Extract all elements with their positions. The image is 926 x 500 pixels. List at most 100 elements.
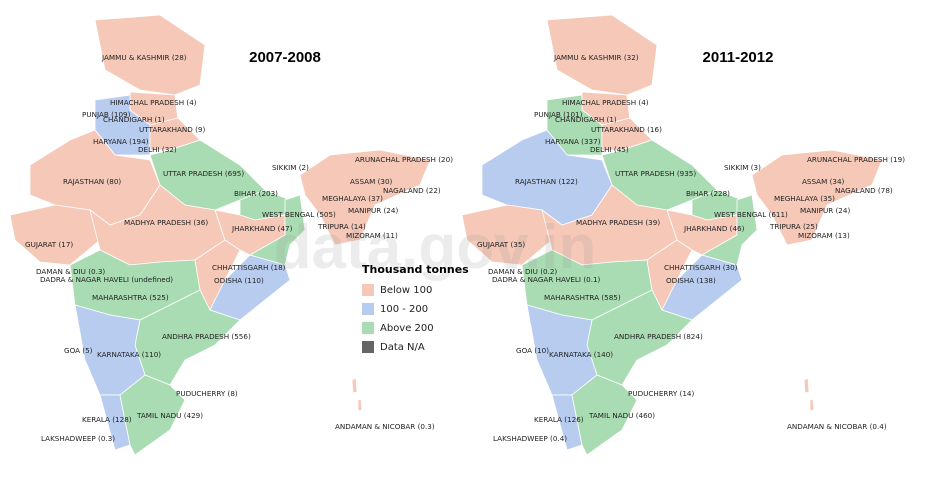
- region-label: LAKSHADWEEP (0.3): [41, 434, 115, 443]
- region-label: JHARKHAND (46): [683, 224, 745, 233]
- region: [119, 374, 186, 456]
- region-label: SIKKIM (3): [724, 163, 761, 172]
- region-label: ANDAMAN & NICOBAR (0.3): [335, 422, 435, 431]
- region: [571, 374, 638, 456]
- region-label: JAMMU & KASHMIR (32): [553, 53, 639, 62]
- region-label: CHHATTISGARH (30): [664, 263, 738, 272]
- region-label: DELHI (32): [138, 145, 177, 154]
- region-label: PUDUCHERRY (8): [176, 389, 238, 398]
- region: [351, 377, 358, 394]
- region-label: MIZORAM (11): [346, 231, 398, 240]
- region-label: JHARKHAND (47): [231, 224, 293, 233]
- region-label: KARNATAKA (140): [549, 350, 613, 359]
- region-label: HIMACHAL PRADESH (4): [562, 98, 649, 107]
- map-labels: 2011-2012 JAMMU & KASHMIR (32) HIMACHAL PR…: [477, 49, 905, 443]
- watermark: data.gov.in: [274, 213, 597, 282]
- region-label: UTTAR PRADESH (935): [615, 169, 696, 178]
- region: [546, 14, 658, 96]
- region-label: UTTAR PRADESH (695): [163, 169, 244, 178]
- map-labels: 2007-2008 JAMMU & KASHMIR (28) HIMACHAL PR…: [25, 49, 453, 443]
- region-label: TRIPURA (14): [317, 222, 366, 231]
- region-label: ODISHA (138): [666, 276, 716, 285]
- region-label: ASSAM (34): [802, 177, 845, 186]
- legend-swatch: [362, 322, 374, 334]
- legend-label: 100 - 200: [380, 304, 428, 315]
- region: [248, 194, 306, 266]
- map-title: 2011-2012: [703, 49, 774, 66]
- region-label: WEST BENGAL (611): [714, 210, 788, 219]
- region-label: ARUNACHAL PRADESH (19): [807, 155, 905, 164]
- region-label: HARYANA (194): [93, 137, 149, 146]
- region: [9, 204, 101, 266]
- region-label: MANIPUR (24): [348, 206, 398, 215]
- region-label: ODISHA (110): [214, 276, 264, 285]
- region-label: HARYANA (337): [545, 137, 601, 146]
- region-label: HIMACHAL PRADESH (4): [110, 98, 197, 107]
- legend-swatch: [362, 284, 374, 296]
- legend: Thousand tonnes Below 100 100 - 200 Above 2…: [362, 263, 469, 353]
- region-label: ANDHRA PRADESH (824): [614, 332, 703, 341]
- region: [94, 14, 206, 96]
- legend-label: Above 200: [380, 323, 434, 334]
- region-label: MEGHALAYA (35): [774, 194, 835, 203]
- region-label: DADRA & NAGAR HAVELI (undefined): [40, 275, 173, 284]
- region-label: ASSAM (30): [350, 177, 393, 186]
- region-label: MAHARASHTRA (525): [92, 293, 169, 302]
- region-label: MEGHALAYA (37): [322, 194, 383, 203]
- region-label: RAJASTHAN (122): [515, 177, 578, 186]
- region-label: SIKKIM (2): [272, 163, 309, 172]
- region-label: LAKSHADWEEP (0.4): [493, 434, 567, 443]
- region-label: MADHYA PRADESH (39): [576, 218, 660, 227]
- region-label: DAMAN & DIU (0.2): [488, 267, 557, 276]
- region-label: PUNJAB (101): [534, 110, 583, 119]
- legend-label: Data N/A: [380, 342, 425, 353]
- legend-swatch: [362, 303, 374, 315]
- region-label: NAGALAND (78): [835, 186, 893, 195]
- region: [461, 204, 553, 266]
- region-label: ARUNACHAL PRADESH (20): [355, 155, 453, 164]
- map-title: 2007-2008: [249, 49, 321, 66]
- map: [9, 14, 431, 456]
- region-label: JAMMU & KASHMIR (28): [101, 53, 187, 62]
- legend-title: Thousand tonnes: [362, 263, 469, 276]
- region-label: TAMIL NADU (429): [136, 411, 203, 420]
- region-label: NAGALAND (22): [383, 186, 441, 195]
- region-label: BIHAR (203): [234, 189, 278, 198]
- region-label: KERALA (128): [82, 415, 132, 424]
- region-label: UTTARAKHAND (16): [591, 125, 662, 134]
- region-label: PUDUCHERRY (14): [628, 389, 695, 398]
- region-label: GUJARAT (17): [25, 240, 73, 249]
- region: [357, 398, 363, 412]
- region-label: MAHARASHTRA (585): [544, 293, 621, 302]
- region: [700, 194, 758, 266]
- region-label: CHHATTISGARH (18): [212, 263, 286, 272]
- region-label: ANDAMAN & NICOBAR (0.4): [787, 422, 887, 431]
- region-label: WEST BENGAL (505): [262, 210, 336, 219]
- region-label: DELHI (45): [590, 145, 629, 154]
- region: [803, 377, 810, 394]
- region-label: MADHYA PRADESH (36): [124, 218, 208, 227]
- region-label: BIHAR (228): [686, 189, 730, 198]
- region-label: MIZORAM (13): [798, 231, 850, 240]
- region: [809, 398, 815, 412]
- region-label: KARNATAKA (110): [97, 350, 161, 359]
- map-shapes: [9, 14, 883, 456]
- region-label: MANIPUR (24): [800, 206, 850, 215]
- region-label: UTTARAKHAND (9): [139, 125, 205, 134]
- legend-swatch: [362, 341, 374, 353]
- region-label: RAJASTHAN (80): [63, 177, 121, 186]
- region-label: TAMIL NADU (460): [588, 411, 655, 420]
- region-label: DADRA & NAGAR HAVELI (0.1): [492, 275, 601, 284]
- region: [751, 149, 883, 246]
- region-label: PUNJAB (109): [82, 110, 131, 119]
- region-label: GOA (5): [64, 346, 93, 355]
- region-label: DAMAN & DIU (0.3): [36, 267, 105, 276]
- region: [299, 149, 431, 246]
- region-label: CHANDIGARH (1): [103, 115, 165, 124]
- region-label: CHANDIGARH (1): [555, 115, 617, 124]
- region-label: KERALA (126): [534, 415, 584, 424]
- legend-label: Below 100: [380, 285, 432, 296]
- region-label: GOA (10): [516, 346, 549, 355]
- region-label: ANDHRA PRADESH (556): [162, 332, 251, 341]
